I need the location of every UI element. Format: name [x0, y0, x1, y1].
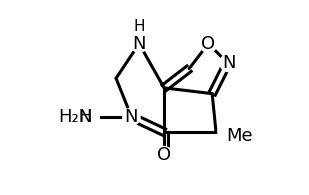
- Text: H: H: [133, 19, 145, 34]
- Circle shape: [220, 54, 237, 72]
- Text: H: H: [78, 108, 92, 126]
- Text: O: O: [157, 146, 171, 164]
- Text: N: N: [132, 35, 146, 53]
- Circle shape: [130, 35, 148, 52]
- Text: O: O: [201, 35, 215, 53]
- Text: N: N: [222, 54, 235, 72]
- Circle shape: [123, 108, 140, 125]
- Text: H₂N: H₂N: [58, 108, 92, 126]
- Circle shape: [155, 146, 173, 164]
- Circle shape: [218, 126, 230, 138]
- Text: Me: Me: [226, 127, 253, 145]
- Text: N: N: [125, 108, 138, 126]
- Circle shape: [200, 35, 217, 52]
